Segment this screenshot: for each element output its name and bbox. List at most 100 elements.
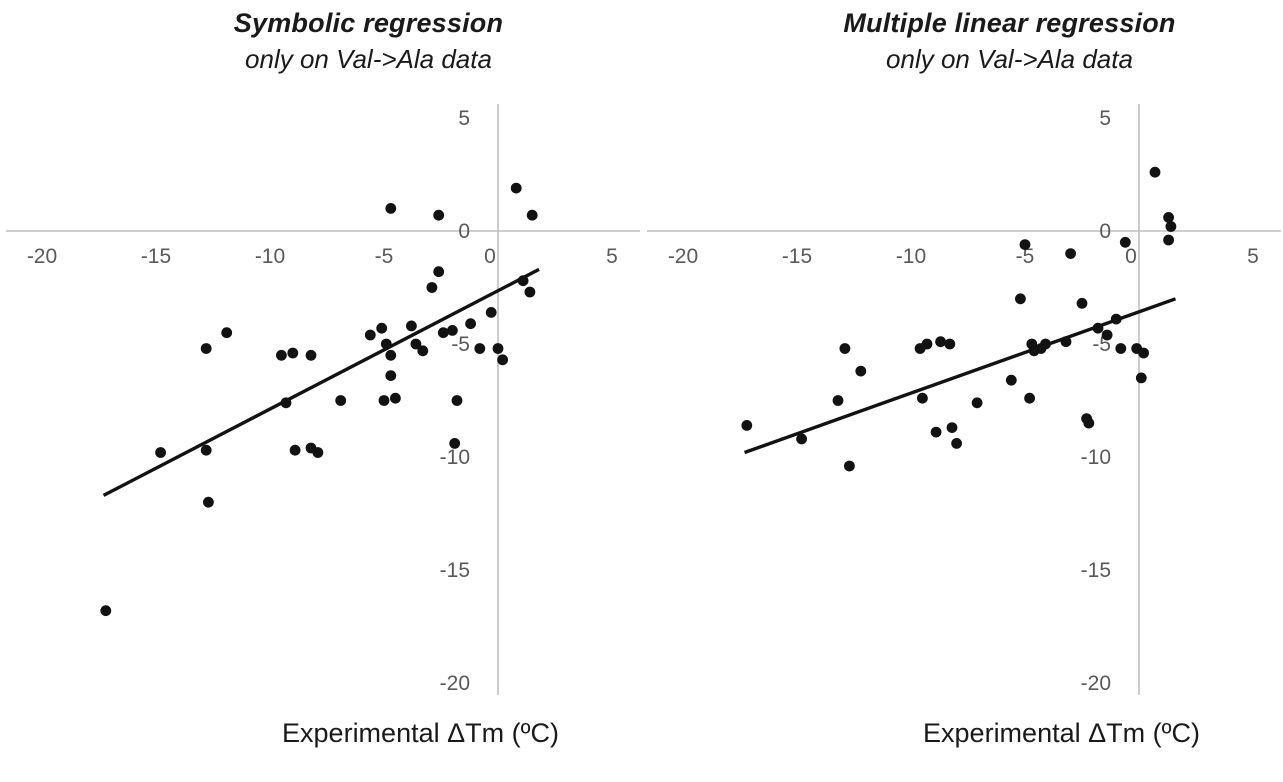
y-tick-label: 5 bbox=[458, 107, 470, 130]
data-point bbox=[485, 307, 497, 318]
data-point bbox=[417, 345, 429, 357]
data-point bbox=[312, 447, 324, 458]
chart-subtitle: only on Val->Ala data bbox=[245, 44, 492, 75]
data-point bbox=[517, 275, 529, 287]
y-tick-label: -15 bbox=[1081, 559, 1111, 582]
data-point bbox=[200, 343, 212, 354]
data-point bbox=[433, 209, 445, 221]
data-point bbox=[832, 395, 844, 406]
y-tick-label: -20 bbox=[1081, 672, 1111, 695]
x-tick-label: -10 bbox=[896, 245, 926, 268]
data-point bbox=[335, 395, 347, 406]
data-point bbox=[385, 370, 397, 381]
data-point bbox=[1019, 239, 1031, 251]
data-point bbox=[406, 320, 417, 332]
data-point bbox=[364, 329, 376, 341]
data-point bbox=[1024, 392, 1035, 404]
chart-title: Multiple linear regression bbox=[843, 8, 1176, 38]
data-point bbox=[451, 395, 463, 406]
data-point bbox=[971, 397, 983, 409]
data-point bbox=[1138, 347, 1149, 359]
y-tick-label: -15 bbox=[440, 559, 470, 582]
chart-header: Symbolic regression only on Val->Ala dat… bbox=[48, 0, 689, 88]
data-point bbox=[437, 327, 449, 339]
trendline bbox=[102, 267, 540, 497]
data-point bbox=[946, 422, 958, 433]
data-point bbox=[203, 496, 214, 508]
data-point bbox=[200, 444, 212, 456]
scatter-plot-multiple-linear-regression: -20 -15 -10 -5 0 550-5-10-15-20 bbox=[647, 104, 1281, 695]
scatter-plot-symbolic-regression: -20 -15 -10 -5 0 5 5 0 -5 -10 -15 -20 bbox=[6, 104, 640, 695]
data-point bbox=[796, 433, 807, 445]
x-tick-label: -5 bbox=[375, 245, 394, 268]
data-point bbox=[1015, 293, 1026, 305]
x-tick-label: -5 bbox=[1016, 245, 1035, 268]
data-point bbox=[385, 203, 397, 214]
x-axis-label: Experimental ΔTm (ºC) bbox=[282, 718, 559, 748]
chart-panel-multiple-linear-regression: Multiple linear regression only on Val->… bbox=[641, 0, 1282, 782]
data-point bbox=[492, 343, 504, 354]
data-point bbox=[287, 347, 299, 359]
data-point bbox=[276, 349, 287, 361]
y-tick-label: 0 bbox=[1099, 220, 1111, 243]
x-tick-label: -20 bbox=[27, 245, 57, 268]
data-point bbox=[741, 420, 753, 431]
data-point bbox=[1165, 221, 1177, 232]
y-tick-label: -10 bbox=[1081, 446, 1111, 469]
data-point bbox=[1040, 338, 1051, 350]
x-tick-label: -15 bbox=[141, 245, 171, 268]
data-point bbox=[951, 438, 962, 449]
data-point bbox=[921, 338, 933, 350]
chart-header: Multiple linear regression only on Val->… bbox=[689, 0, 1283, 88]
data-point bbox=[526, 209, 538, 221]
chart-title: Symbolic regression bbox=[233, 8, 504, 38]
y-tick-label: -5 bbox=[451, 333, 470, 356]
x-tick-label: -20 bbox=[668, 245, 698, 268]
data-point bbox=[100, 605, 112, 617]
data-point bbox=[1115, 343, 1127, 354]
data-point bbox=[1101, 329, 1113, 341]
data-point bbox=[378, 395, 390, 406]
data-point bbox=[376, 322, 388, 334]
data-point bbox=[839, 343, 851, 354]
data-point bbox=[155, 447, 167, 458]
data-point bbox=[289, 444, 301, 456]
data-point bbox=[390, 392, 401, 404]
data-point bbox=[1005, 374, 1017, 386]
x-tick-label: 5 bbox=[1247, 245, 1259, 268]
x-tick-label: -10 bbox=[255, 245, 285, 268]
data-point bbox=[944, 338, 956, 350]
data-point bbox=[380, 338, 392, 350]
data-point bbox=[930, 426, 942, 438]
data-point bbox=[1092, 322, 1104, 334]
data-point bbox=[465, 318, 476, 330]
data-point bbox=[524, 286, 536, 298]
data-point bbox=[474, 343, 486, 354]
data-point bbox=[1060, 336, 1072, 348]
data-point bbox=[1110, 313, 1122, 325]
chart-subtitle: only on Val->Ala data bbox=[886, 44, 1133, 75]
trendline bbox=[743, 297, 1177, 455]
data-point bbox=[449, 438, 461, 449]
data-point bbox=[426, 282, 438, 293]
x-tick-label: 0 bbox=[484, 245, 496, 268]
data-point bbox=[497, 354, 508, 366]
data-point bbox=[1083, 417, 1095, 429]
data-point bbox=[1076, 297, 1088, 309]
data-point bbox=[917, 392, 928, 404]
data-point bbox=[1163, 212, 1174, 223]
x-tick-label: 5 bbox=[606, 245, 618, 268]
data-point bbox=[447, 325, 458, 336]
data-point bbox=[855, 365, 867, 377]
data-point bbox=[1135, 372, 1147, 384]
data-point bbox=[844, 460, 855, 472]
x-tick-label: 0 bbox=[1125, 245, 1137, 268]
data-point bbox=[410, 338, 422, 350]
data-point bbox=[1065, 248, 1076, 259]
data-point bbox=[305, 349, 317, 361]
chart-panel-symbolic-regression: Symbolic regression only on Val->Ala dat… bbox=[0, 0, 641, 782]
data-point bbox=[433, 266, 445, 278]
data-point bbox=[1149, 166, 1161, 178]
x-tick-label: -15 bbox=[782, 245, 812, 268]
